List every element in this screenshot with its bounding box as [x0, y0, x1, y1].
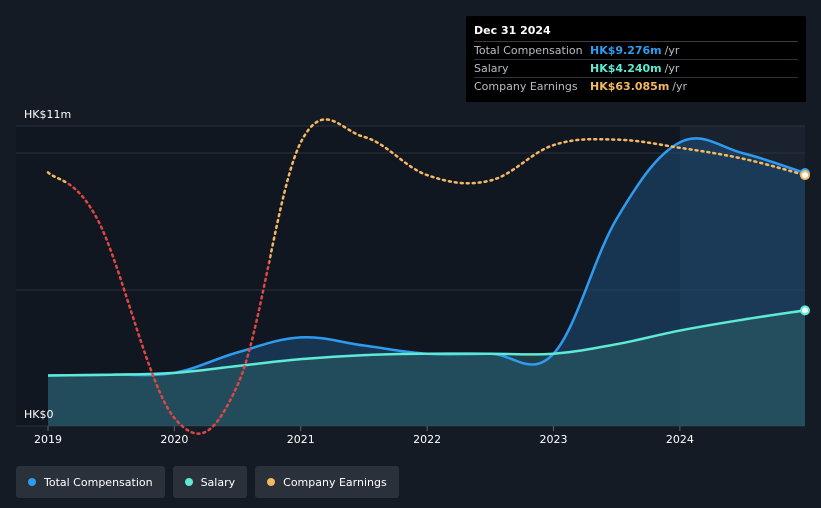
tooltip-label: Company Earnings — [474, 80, 578, 93]
tooltip-label: Total Compensation — [474, 44, 583, 57]
x-tick-label: 2022 — [413, 433, 441, 446]
x-tick-label: 2023 — [540, 433, 568, 446]
salary-area — [48, 310, 805, 426]
company-earnings-end-point — [800, 170, 810, 181]
y-axis-bottom-label: HK$0 — [24, 408, 53, 421]
tooltip-row-salary: Salary HK$4.240m /yr — [474, 60, 798, 78]
tooltip-label: Salary — [474, 62, 509, 75]
legend-company-earnings[interactable]: Company Earnings — [255, 466, 399, 498]
legend-dot-icon — [184, 478, 193, 486]
legend-dot-icon — [28, 478, 36, 486]
tooltip-unit: /yr — [664, 62, 680, 75]
x-tick-label: 2024 — [666, 433, 694, 446]
tooltip-value: HK$63.085m — [590, 80, 670, 93]
x-axis: 2019 2020 2021 2022 2023 2024 — [34, 426, 694, 446]
legend-label: Salary — [200, 475, 236, 489]
tooltip-value: HK$4.240m — [590, 62, 662, 75]
tooltip-unit: /yr — [672, 80, 688, 93]
legend-total-compensation[interactable]: Total Compensation — [16, 466, 165, 498]
series-lines — [46, 118, 810, 435]
legend-dot-icon — [267, 478, 276, 486]
tooltip-unit: /yr — [664, 44, 680, 57]
company-earnings-line — [46, 118, 807, 435]
legend-label: Total Compensation — [44, 475, 153, 489]
legend: Total Compensation Salary Company Earnin… — [16, 466, 399, 498]
tooltip-date: Dec 31 2024 — [474, 24, 798, 42]
x-tick-label: 2020 — [160, 433, 188, 446]
salary-end-point — [800, 305, 810, 316]
tooltip-value: HK$9.276m — [590, 44, 662, 57]
salary-line — [47, 309, 806, 377]
y-axis-top-label: HK$11m — [24, 108, 71, 121]
x-tick-label: 2021 — [287, 433, 315, 446]
x-tick-label: 2019 — [34, 433, 62, 446]
legend-label: Company Earnings — [283, 475, 387, 489]
tooltip: Dec 31 2024 Total Compensation HK$9.276m… — [466, 16, 806, 102]
legend-salary[interactable]: Salary — [172, 466, 248, 498]
tooltip-row-total: Total Compensation HK$9.276m /yr — [474, 42, 798, 60]
tooltip-row-earnings: Company Earnings HK$63.085m /yr — [474, 78, 798, 95]
series-areas — [48, 138, 805, 426]
